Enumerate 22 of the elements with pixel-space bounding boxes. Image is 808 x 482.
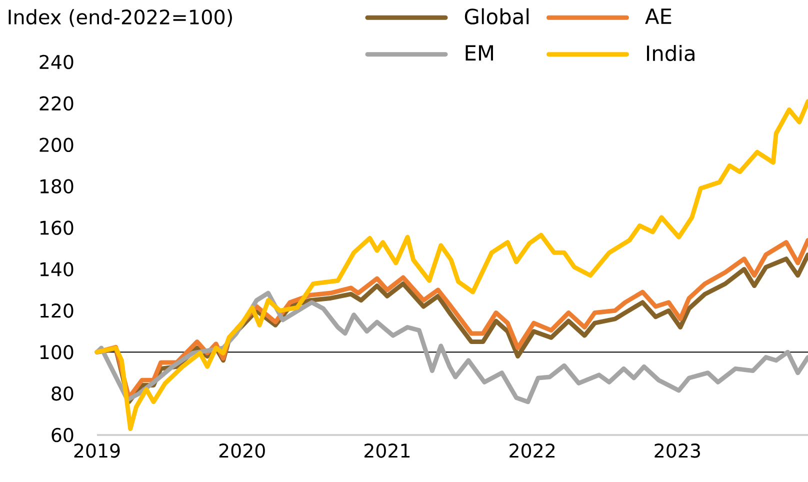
y-tick-label: 120 [40,304,74,318]
legend-label: Global [464,8,529,24]
y-tick-label: 60 [52,428,74,442]
y-tick-label: 220 [40,96,74,111]
legend-label: India [647,44,694,62]
legend-label: AE [645,8,672,24]
y-tick-label: 180 [40,179,74,194]
y-tick-label: 140 [40,262,74,276]
x-tick-label: 2023 [654,444,700,458]
y-tick-label: 80 [52,386,74,401]
y-tick-label: 100 [40,344,74,360]
x-tick-label: 2021 [364,444,410,458]
y-tick-label: 240 [40,54,74,70]
y-axis-title: Index (end-2022=100) [8,9,232,27]
x-tick-label: 2019 [74,444,120,458]
y-tick-label: 160 [40,220,74,235]
y-tick-label: 200 [40,138,74,152]
line-series [94,290,808,404]
line-series [94,99,808,432]
legend-label: EM [466,45,493,61]
x-tick-label: 2022 [510,444,554,458]
x-tick-label: 2020 [219,444,265,458]
